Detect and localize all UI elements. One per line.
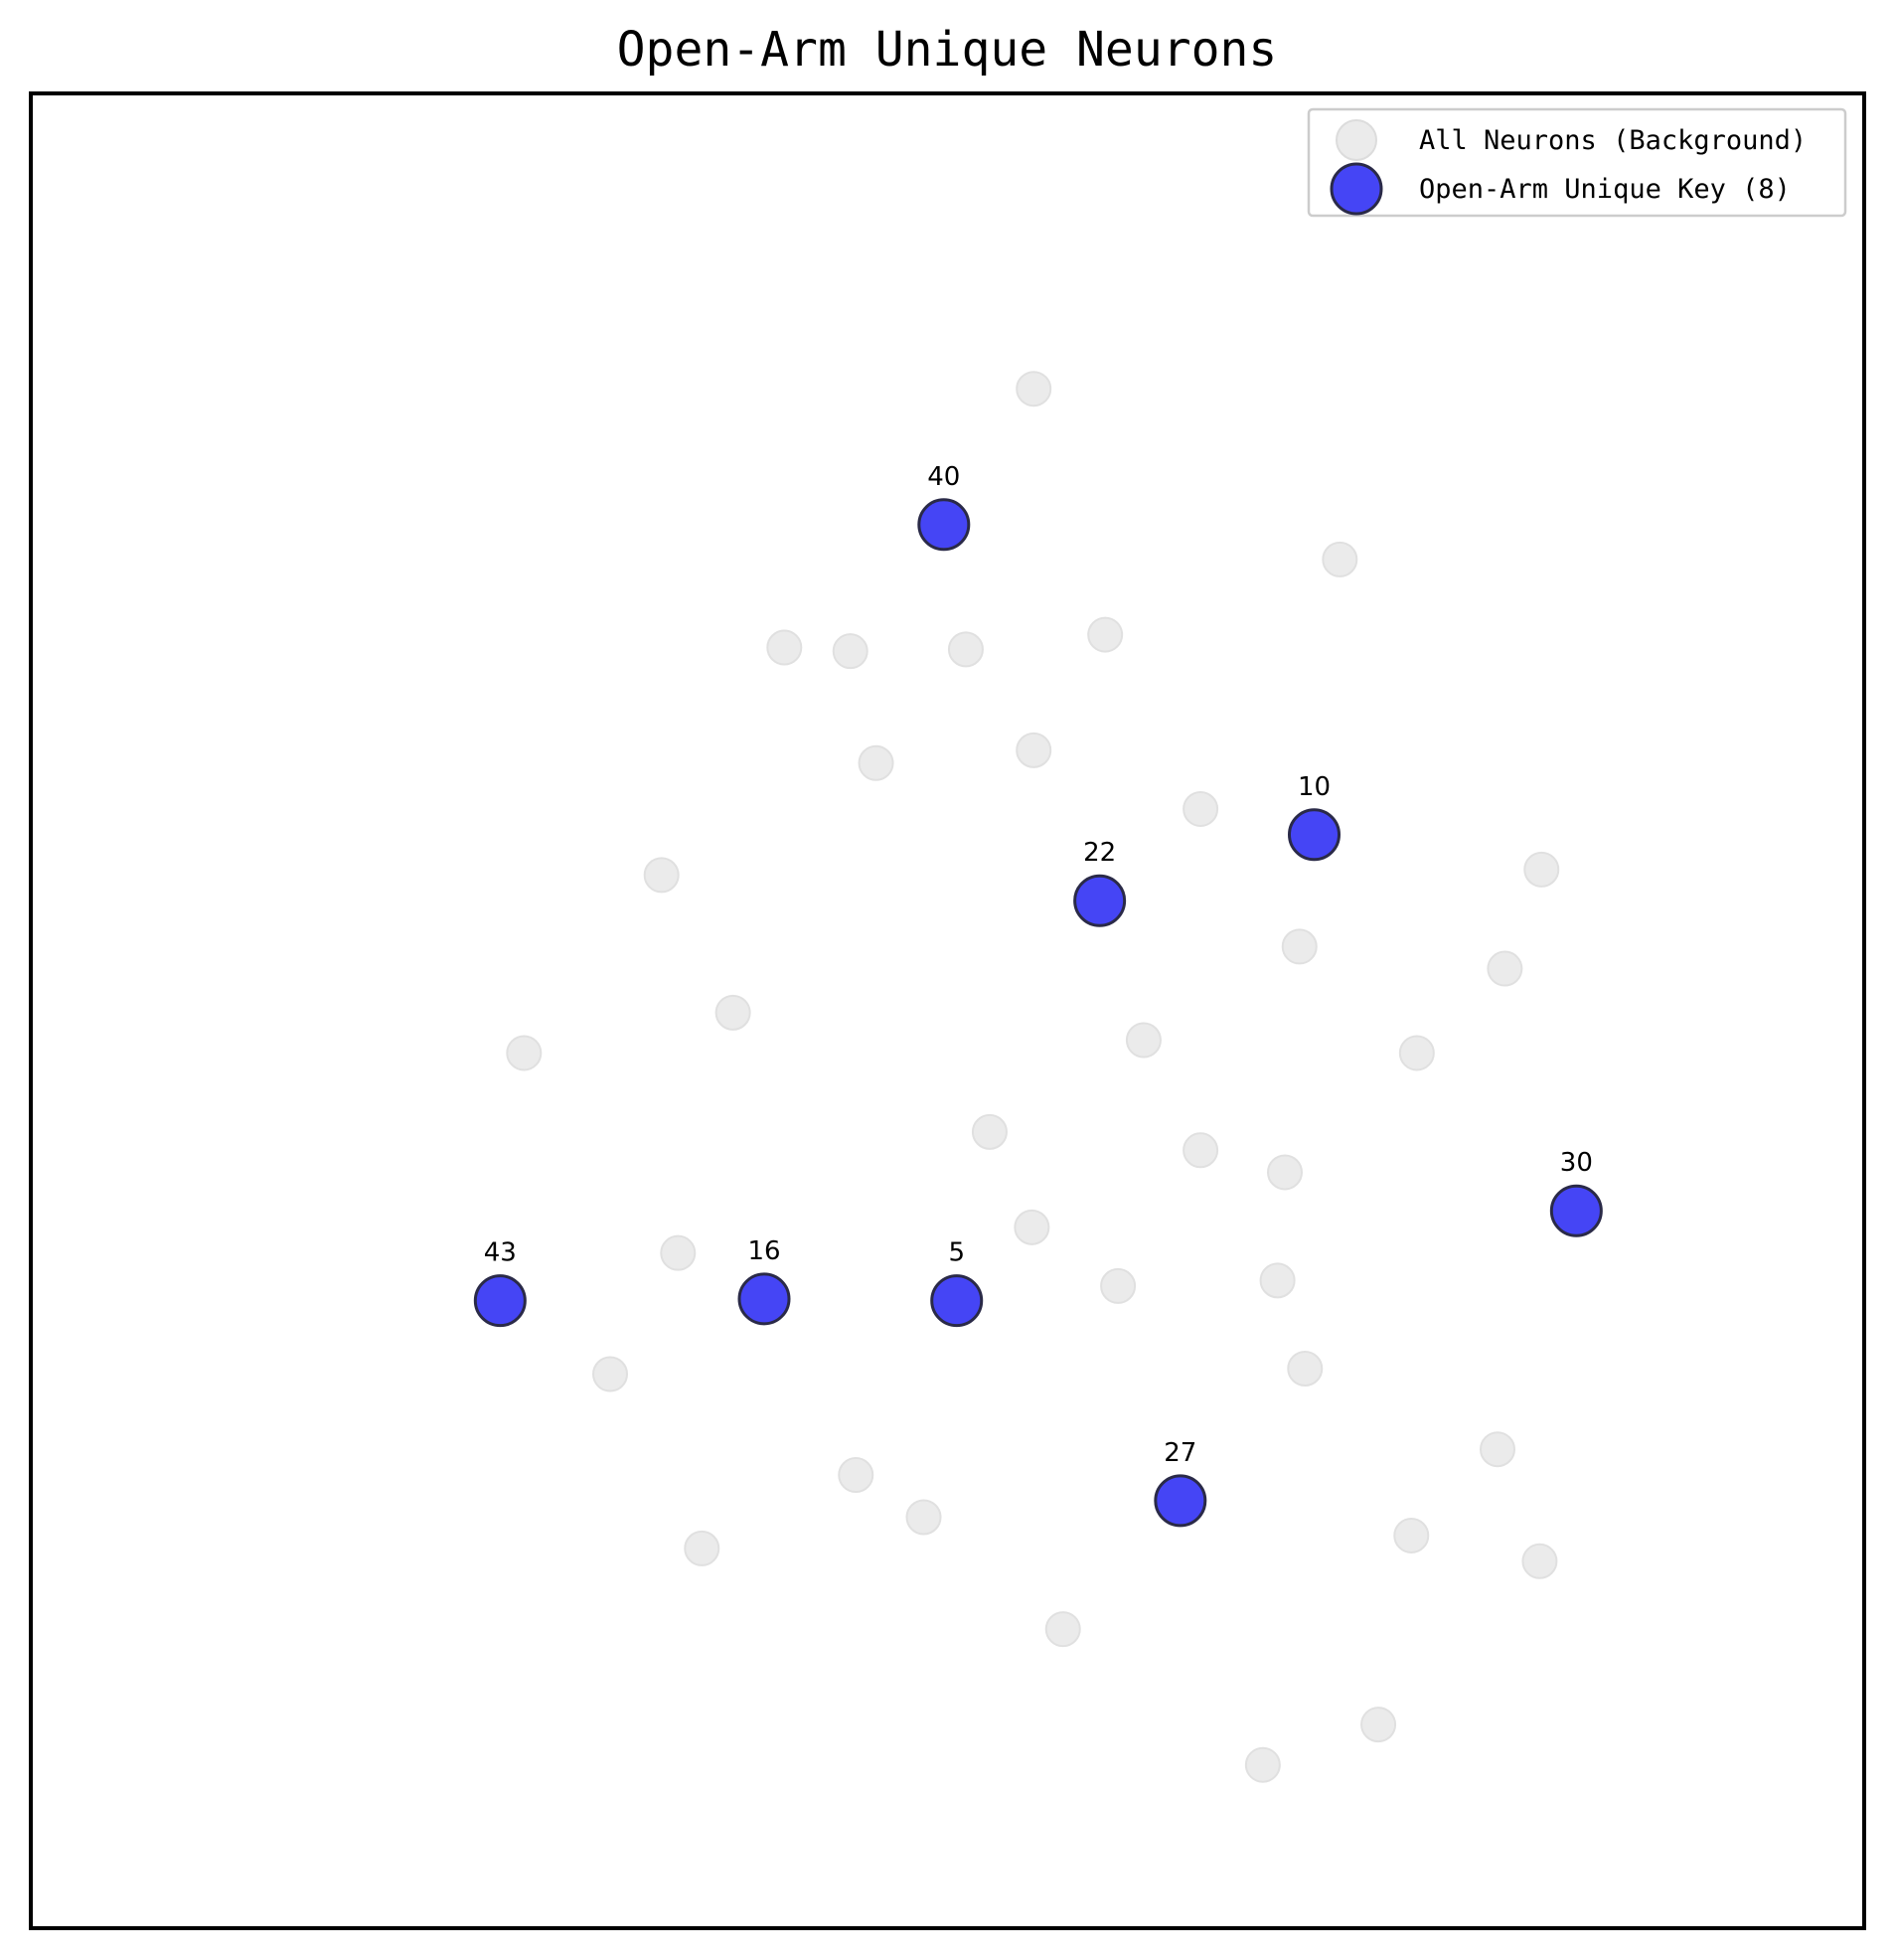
background-point [1044,1611,1081,1648]
background-point [1016,371,1052,408]
highlight-point-27 [1154,1474,1207,1528]
legend-label-highlight: Open-Arm Unique Key (8) [1419,174,1791,205]
background-point [714,994,751,1031]
legend-marker-background [1336,119,1377,161]
legend-marker-highlight [1330,162,1383,216]
chart-title: Open-Arm Unique Neurons [617,22,1278,78]
highlight-point-40 [917,498,971,552]
background-point [1360,1707,1397,1743]
legend-label-background: All Neurons (Background) [1419,125,1807,156]
point-label-40: 40 [927,462,960,492]
background-point [905,1499,942,1536]
background-point [1183,1132,1219,1169]
background-point [838,1457,874,1494]
background-point [766,629,803,666]
highlight-point-10 [1288,808,1341,862]
point-label-30: 30 [1560,1148,1593,1178]
background-point [684,1530,720,1566]
background-point [1259,1262,1296,1299]
background-point [1266,1154,1303,1191]
background-point [1480,1431,1515,1468]
background-point [1398,1035,1435,1071]
background-point [1523,851,1560,888]
plot-area [29,91,1866,1930]
background-point [858,744,894,781]
point-label-10: 10 [1298,772,1331,802]
background-point [1281,928,1318,965]
background-point [1087,616,1124,653]
background-point [643,857,680,894]
point-label-5: 5 [948,1238,965,1268]
point-label-43: 43 [484,1238,517,1268]
background-point [947,631,984,668]
point-label-22: 22 [1083,838,1116,868]
highlight-point-16 [737,1272,791,1326]
background-points [506,371,1560,1783]
background-point [1487,950,1523,987]
highlight-point-22 [1073,874,1127,927]
background-point [1014,1209,1050,1245]
highlight-points [473,498,1603,1528]
highlight-point-labels: 40 10 22 30 43 16 5 27 [484,462,1593,1468]
background-point [1100,1267,1137,1304]
background-point [1521,1543,1558,1579]
background-point [1125,1022,1162,1059]
background-point [1322,541,1358,577]
point-label-27: 27 [1164,1438,1196,1468]
background-point [506,1035,543,1071]
highlight-point-30 [1549,1184,1603,1237]
background-point [971,1113,1008,1150]
background-point [1183,790,1219,827]
legend: All Neurons (Background) Open-Arm Unique… [1307,107,1847,218]
legend-box [1307,107,1847,218]
point-label-16: 16 [747,1236,780,1266]
background-point [1244,1746,1281,1783]
background-point [832,633,869,670]
background-point [1016,732,1052,768]
highlight-point-43 [473,1274,527,1328]
background-point [592,1356,629,1392]
background-point [1287,1350,1324,1387]
background-point [1393,1517,1430,1553]
highlight-point-5 [930,1274,984,1328]
background-point [660,1234,697,1271]
